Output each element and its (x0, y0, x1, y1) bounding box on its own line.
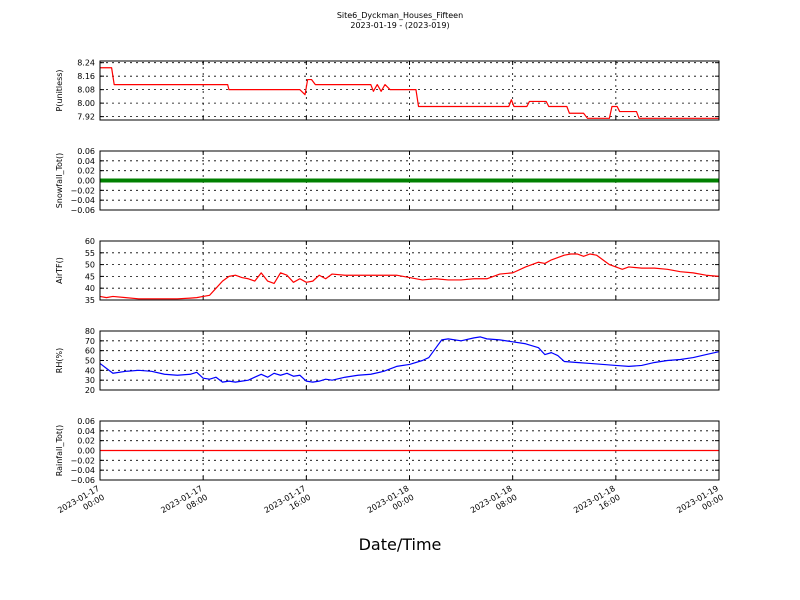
rainfall-ylabel: Rainfall_Tot() (55, 425, 64, 477)
rainfall-panel: −0.06−0.04−0.020.000.020.040.06 Rainfall_… (55, 417, 720, 485)
airtf-ytick-label: 35 (85, 296, 95, 305)
x-tick-label: 2023-01-1708:00 (159, 484, 209, 524)
snowfall-ytick-label: 0.06 (77, 147, 95, 156)
rh-ytick-label: 50 (85, 357, 95, 366)
x-tick-label: 2023-01-1716:00 (263, 484, 313, 524)
rainfall-ytick-label: −0.04 (70, 466, 95, 475)
ph-ytick-label: 8.16 (77, 72, 95, 81)
chart-title: Site6_Dyckman_Houses_Fifteen (336, 11, 464, 20)
rh-ytick-label: 20 (85, 386, 95, 395)
ph-series (100, 67, 719, 119)
ph-ytick-label: 8.24 (77, 59, 95, 68)
snowfall-ytick-label: −0.06 (70, 206, 95, 215)
airtf-panel: 35 40 45 50 55 60 AirTF() (55, 237, 720, 305)
ph-ytick-label: 7.92 (77, 113, 95, 122)
rh-ytick-label: 70 (85, 337, 95, 346)
rainfall-frame (99, 420, 720, 481)
snowfall-ytick-label: −0.02 (70, 186, 95, 195)
airtf-ytick-label: 50 (85, 261, 95, 270)
x-tick-label: 2023-01-1800:00 (366, 484, 416, 524)
rh-series (99, 336, 720, 383)
x-tick-label: 2023-01-1808:00 (469, 484, 519, 524)
x-tick-label: 2023-01-1816:00 (572, 484, 622, 524)
rh-ylabel: RH(%) (55, 348, 64, 373)
rainfall-ytick-label: 0.04 (77, 427, 95, 436)
snowfall-frame (99, 150, 720, 211)
airtf-ylabel: AirTF() (55, 257, 64, 284)
rh-ytick-label: 40 (85, 366, 95, 375)
ph-ytick-label: 8.00 (77, 99, 95, 108)
snowfall-ytick-label: 0.02 (77, 167, 95, 176)
rh-ytick-label: 60 (85, 347, 95, 356)
airtf-series (99, 253, 720, 300)
rainfall-ytick-label: 0.06 (77, 417, 95, 426)
snowfall-panel: −0.06−0.04−0.020.000.020.040.06 Snowfall_… (55, 147, 720, 215)
x-tick-label: 2023-01-1700:00 (56, 484, 106, 524)
snowfall-ytick-label: 0.04 (77, 157, 95, 166)
rh-frame (99, 330, 720, 391)
snowfall-ylabel: Snowfall_Tot() (55, 153, 64, 209)
snowfall-ytick-label: 0.00 (77, 177, 95, 186)
rh-ytick-label: 80 (85, 327, 95, 336)
airtf-ytick-label: 55 (85, 249, 95, 258)
rainfall-ytick-label: 0.00 (77, 447, 95, 456)
rainfall-ytick-label: −0.06 (70, 476, 95, 485)
ph-ytick-label: 8.08 (77, 86, 95, 95)
airtf-ytick-label: 40 (85, 284, 95, 293)
ph-frame (99, 60, 720, 121)
rainfall-ytick-label: 0.02 (77, 437, 95, 446)
x-tick-label: 2023-01-1900:00 (675, 484, 725, 524)
rainfall-ytick-label: −0.02 (70, 456, 95, 465)
airtf-ytick-label: 60 (85, 237, 95, 246)
ph-ylabel: P(unitless) (55, 69, 64, 111)
x-axis-label: Date/Time (358, 535, 442, 554)
rh-ytick-label: 30 (85, 376, 95, 385)
airtf-frame (99, 240, 720, 301)
ph-panel: 7.92 8.00 8.08 8.16 8.24 P(unitless) (55, 59, 720, 122)
snowfall-ytick-label: −0.04 (70, 196, 95, 205)
chart-subtitle: 2023-01-19 - (2023-019) (350, 21, 450, 30)
airtf-ytick-label: 45 (85, 272, 95, 281)
